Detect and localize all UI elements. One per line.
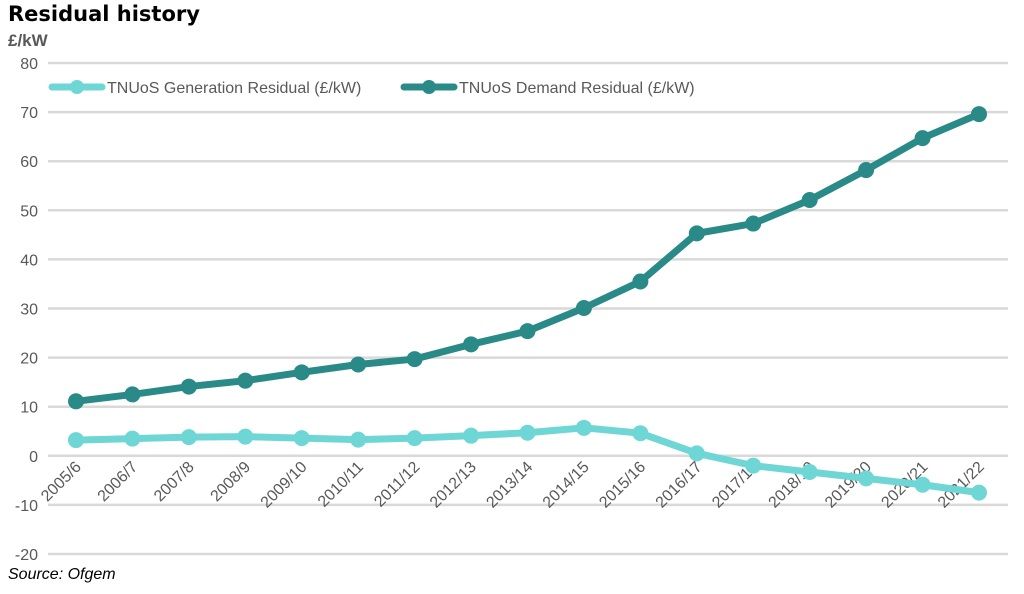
data-point [463, 427, 480, 444]
x-tick-label: 2012/13 [427, 459, 480, 512]
y-tick-label: 80 [20, 56, 38, 73]
y-tick-label: 40 [20, 252, 38, 269]
data-point [575, 300, 592, 317]
legend: TNUoS Generation Residual (£/kW) TNUoS De… [48, 80, 695, 97]
y-axis-unit-label: £/kW [8, 31, 49, 50]
data-point [745, 215, 762, 232]
legend-item: TNUoS Demand Residual (£/kW) [400, 80, 695, 97]
data-point [688, 225, 705, 242]
chart-title: Residual history [8, 2, 200, 26]
y-tick-label: 60 [20, 154, 38, 171]
y-tick-label: 30 [20, 302, 38, 319]
y-tick-label: 10 [20, 400, 38, 417]
x-tick-label: 2005/6 [38, 459, 85, 506]
data-point [68, 432, 84, 449]
data-point [519, 424, 536, 441]
data-point [971, 484, 987, 501]
data-point [124, 386, 141, 403]
x-tick-label: 2010/11 [315, 459, 367, 511]
x-tick-label: 2011/12 [371, 459, 423, 511]
data-point [519, 323, 536, 340]
x-tick-label: 2008/9 [208, 459, 255, 506]
data-point [688, 445, 705, 462]
data-point [463, 336, 480, 353]
data-point [124, 430, 141, 447]
gridlines [48, 61, 1008, 556]
data-point [350, 356, 367, 373]
data-point [180, 429, 197, 446]
data-point [406, 430, 423, 447]
legend-swatch-marker [422, 80, 436, 94]
y-tick-label: 0 [29, 449, 38, 466]
series-lines [68, 106, 987, 501]
y-tick-label: -10 [15, 498, 38, 515]
x-tick-label: 2006/7 [95, 459, 142, 506]
legend-label: TNUoS Demand Residual (£/kW) [459, 80, 695, 97]
legend-label: TNUoS Generation Residual (£/kW) [107, 80, 361, 97]
data-point [914, 130, 931, 147]
x-tick-label: 2014/15 [540, 459, 593, 512]
data-point [180, 378, 197, 395]
x-tick-label: 2016/17 [653, 459, 706, 512]
data-point [971, 106, 987, 123]
data-point [406, 351, 423, 368]
legend-item: TNUoS Generation Residual (£/kW) [48, 80, 361, 97]
legend-swatch-marker [70, 80, 84, 94]
x-axis: 2005/6 2006/7 2007/8 2008/9 2009/10 2010/11 20… [38, 459, 988, 512]
y-tick-label: 50 [20, 203, 38, 220]
data-point [632, 425, 649, 442]
x-tick-label: 2015/16 [596, 459, 649, 512]
data-point [632, 273, 649, 290]
y-tick-label: 20 [20, 351, 38, 368]
data-point [237, 372, 254, 389]
data-point [293, 364, 310, 381]
data-point [293, 430, 310, 447]
data-point [575, 419, 592, 436]
data-point [801, 191, 818, 208]
y-tick-label: -20 [15, 547, 38, 564]
data-point [68, 393, 84, 410]
y-tick-label: 70 [20, 105, 38, 122]
y-axis: £/kW -20 -10 0 10 20 30 40 50 60 70 80 [8, 31, 49, 564]
series-generation-residual [68, 419, 987, 501]
data-point [914, 476, 931, 493]
x-tick-label: 2009/10 [258, 459, 311, 512]
data-point [801, 464, 818, 481]
x-tick-label: 2013/14 [483, 459, 536, 512]
data-point [350, 431, 367, 448]
data-point [237, 428, 254, 445]
data-point [745, 457, 762, 474]
series-demand-residual [68, 106, 987, 410]
data-point [858, 162, 875, 179]
source-note: Source: Ofgem [8, 566, 116, 583]
x-tick-label: 2007/8 [151, 459, 198, 506]
data-point [858, 470, 875, 487]
